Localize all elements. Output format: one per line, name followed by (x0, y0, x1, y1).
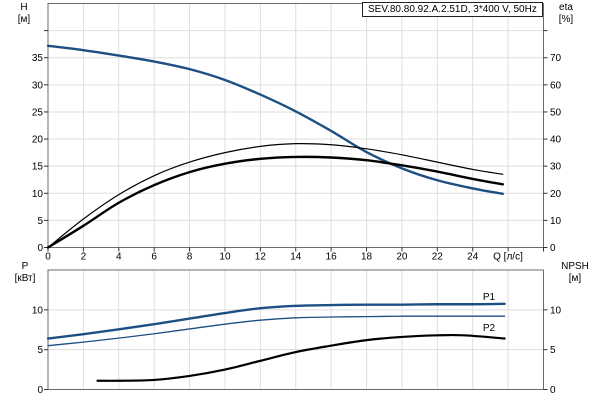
x-axis-tick-label: 22 (432, 252, 444, 263)
left-axis-tick-label: 0 (37, 385, 43, 396)
x-axis-tick-label: 0 (45, 252, 51, 263)
head-axis-title: H (20, 2, 28, 13)
right-axis-tick-label: 10 (550, 305, 562, 316)
right-axis-tick-label: 0 (550, 243, 556, 254)
x-axis-tick-label: 2 (81, 252, 87, 263)
p1-curve-label: P1 (483, 292, 496, 303)
right-axis-tick-label: 60 (550, 80, 562, 91)
right-axis-tick-label: 30 (550, 162, 562, 173)
eta-axis-title: eta (559, 2, 573, 13)
head-axis-unit: [м] (17, 14, 31, 25)
left-axis-tick-label: 0 (37, 243, 43, 254)
p2-curve-label: P2 (483, 323, 496, 334)
npsh-curve (96, 333, 506, 382)
eta-axis-unit: [%] (558, 14, 574, 25)
eta2-curve (47, 142, 504, 249)
left-axis-tick-label: 5 (37, 345, 43, 356)
head-curve (46, 44, 504, 196)
left-axis-tick-label: 25 (32, 107, 44, 118)
left-axis-tick-label: 35 (32, 53, 44, 64)
x-axis-tick-label: 8 (187, 252, 193, 263)
right-axis-tick-label: 40 (550, 135, 562, 146)
x-axis-tick-label: 10 (219, 252, 231, 263)
left-axis-tick-label: 10 (32, 189, 44, 200)
x-axis-tick-label: 6 (151, 252, 157, 263)
right-axis-tick-label: 10 (550, 216, 562, 227)
left-axis-tick-label: 10 (32, 305, 44, 316)
x-axis-tick-label: 12 (255, 252, 267, 263)
pump-model-title: SEV.80.80.92.A.2.51D, 3*400 V, 50Hz (368, 4, 537, 15)
x-axis-unit-label: Q [л/с] (493, 252, 523, 263)
right-axis-tick-label: 70 (550, 53, 562, 64)
power-npsh-chart-border (47, 269, 544, 390)
left-axis-tick-label: 5 (37, 216, 43, 227)
x-axis-tick-label: 16 (326, 252, 338, 263)
x-axis-tick-label: 24 (467, 252, 479, 263)
power-axis-unit: [кВт] (14, 273, 36, 284)
npsh-axis-unit: [м] (568, 273, 582, 284)
x-axis-tick-label: 20 (396, 252, 408, 263)
right-axis-tick-label: 50 (550, 107, 562, 118)
right-axis-tick-label: 20 (550, 189, 562, 200)
left-axis-tick-label: 30 (32, 80, 44, 91)
power-axis-title: P (21, 261, 29, 272)
pump-model-title-box: SEV.80.80.92.A.2.51D, 3*400 V, 50Hz (362, 2, 543, 17)
right-axis-tick-label: 5 (550, 345, 556, 356)
npsh-axis-title: NPSH (561, 261, 589, 272)
left-axis-tick-label: 20 (32, 135, 44, 146)
eta1-curve (46, 155, 504, 249)
x-axis-tick-label: 18 (361, 252, 373, 263)
left-axis-tick-label: 15 (32, 162, 44, 173)
p2-curve (47, 315, 506, 347)
right-axis-tick-label: 0 (550, 385, 556, 396)
x-axis-tick-label: 4 (116, 252, 122, 263)
p1-curve (46, 302, 506, 340)
x-axis-tick-label: 14 (290, 252, 302, 263)
